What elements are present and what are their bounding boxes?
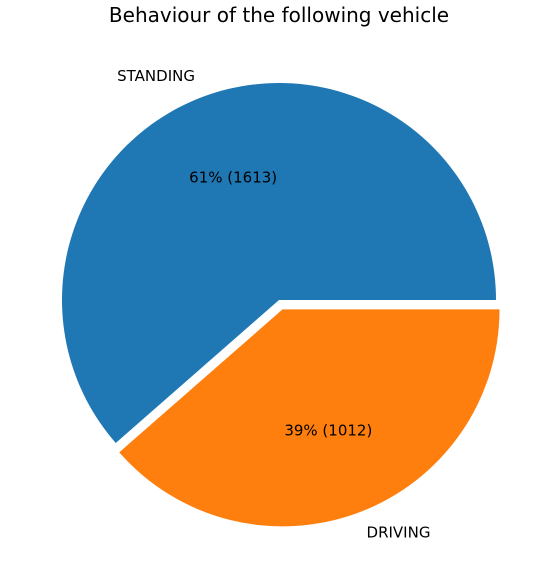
slice-percent-label-standing: 61% (1613)	[189, 169, 277, 187]
pie-slices	[62, 82, 500, 527]
pie-slice-driving	[119, 309, 500, 527]
pie-slice-standing	[62, 82, 496, 443]
chart-title: Behaviour of the following vehicle	[109, 3, 449, 27]
slice-label-standing: STANDING	[117, 67, 195, 85]
slice-label-driving: DRIVING	[367, 523, 431, 541]
slice-percent-label-driving: 39% (1012)	[284, 422, 372, 440]
pie-labels: STANDING 61% (1613) DRIVING 39% (1012)	[117, 67, 430, 541]
